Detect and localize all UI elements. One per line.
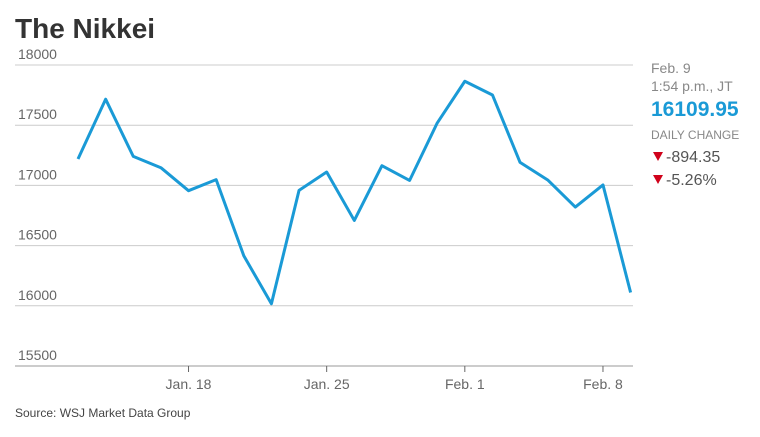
- y-tick-label: 16500: [18, 227, 57, 243]
- x-tick-label: Jan. 18: [166, 376, 212, 392]
- change-label: DAILY CHANGE: [651, 128, 739, 142]
- change: -894.35: [666, 149, 720, 166]
- quote-price: 16109.95: [651, 98, 739, 121]
- chart-title: The Nikkei: [15, 13, 155, 44]
- y-tick-label: 17000: [18, 166, 57, 182]
- quote-panel: Feb. 9 1:54 p.m., JT 16109.95 DAILY CHAN…: [651, 60, 739, 189]
- quote-time: 1:54 p.m., JT: [651, 78, 733, 94]
- y-tick-label: 16000: [18, 287, 57, 303]
- down-arrow: [653, 152, 663, 161]
- y-tick-label: 17500: [18, 106, 57, 122]
- x-tick-label: Feb. 1: [445, 376, 485, 392]
- change-pct: -5.26%: [666, 172, 717, 189]
- x-tick-label: Feb. 8: [583, 376, 623, 392]
- source: Source: WSJ Market Data Group: [15, 406, 191, 420]
- price-line: [76, 79, 633, 306]
- x-tick-label: Jan. 25: [304, 376, 350, 392]
- y-tick-label: 15500: [18, 347, 57, 363]
- quote-date: Feb. 9: [651, 60, 691, 76]
- y-tick-label: 18000: [18, 46, 57, 62]
- down-arrow: [653, 175, 663, 184]
